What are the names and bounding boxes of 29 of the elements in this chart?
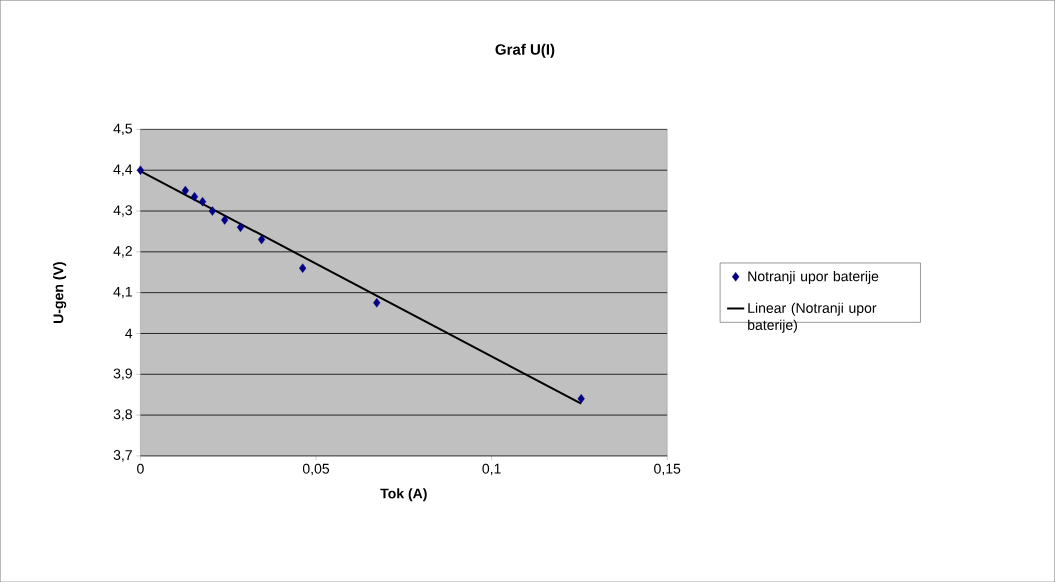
y-tick-label: 4,4 [113,164,133,176]
x-tick-label: 0 [137,463,144,474]
point [258,234,266,245]
y-tick-label: 4,3 [113,205,132,217]
y-axis-title: U-gen (V) [53,262,67,323]
point [373,298,381,308]
point [136,165,144,175]
y-tick-label: 3,7 [113,449,132,462]
point [199,196,207,207]
y-tick-label: 4,2 [113,245,132,258]
y-tick-label: 4,1 [113,286,132,299]
x-tick-label: 0,05 [302,463,330,476]
point [236,222,245,232]
y-tick-label: 3,8 [113,409,132,421]
chart-title: Graf U(I) [495,43,555,58]
x-axis-title: Tok (A) [380,488,427,502]
point [221,215,229,225]
point [181,185,189,196]
point [577,393,585,404]
y-tick-label: 4 [125,328,133,339]
x-tick-label: 0,15 [654,463,681,476]
point [208,206,216,216]
legend-label: Notranji upor baterije [748,270,879,284]
legend-label: Linear (Notranji upor baterije) [748,302,877,333]
point [299,263,307,273]
x-tick-label: 0,1 [482,463,501,476]
y-tick-label: 4,5 [113,123,133,135]
y-tick-label: 3,9 [113,368,132,380]
point [190,191,199,202]
